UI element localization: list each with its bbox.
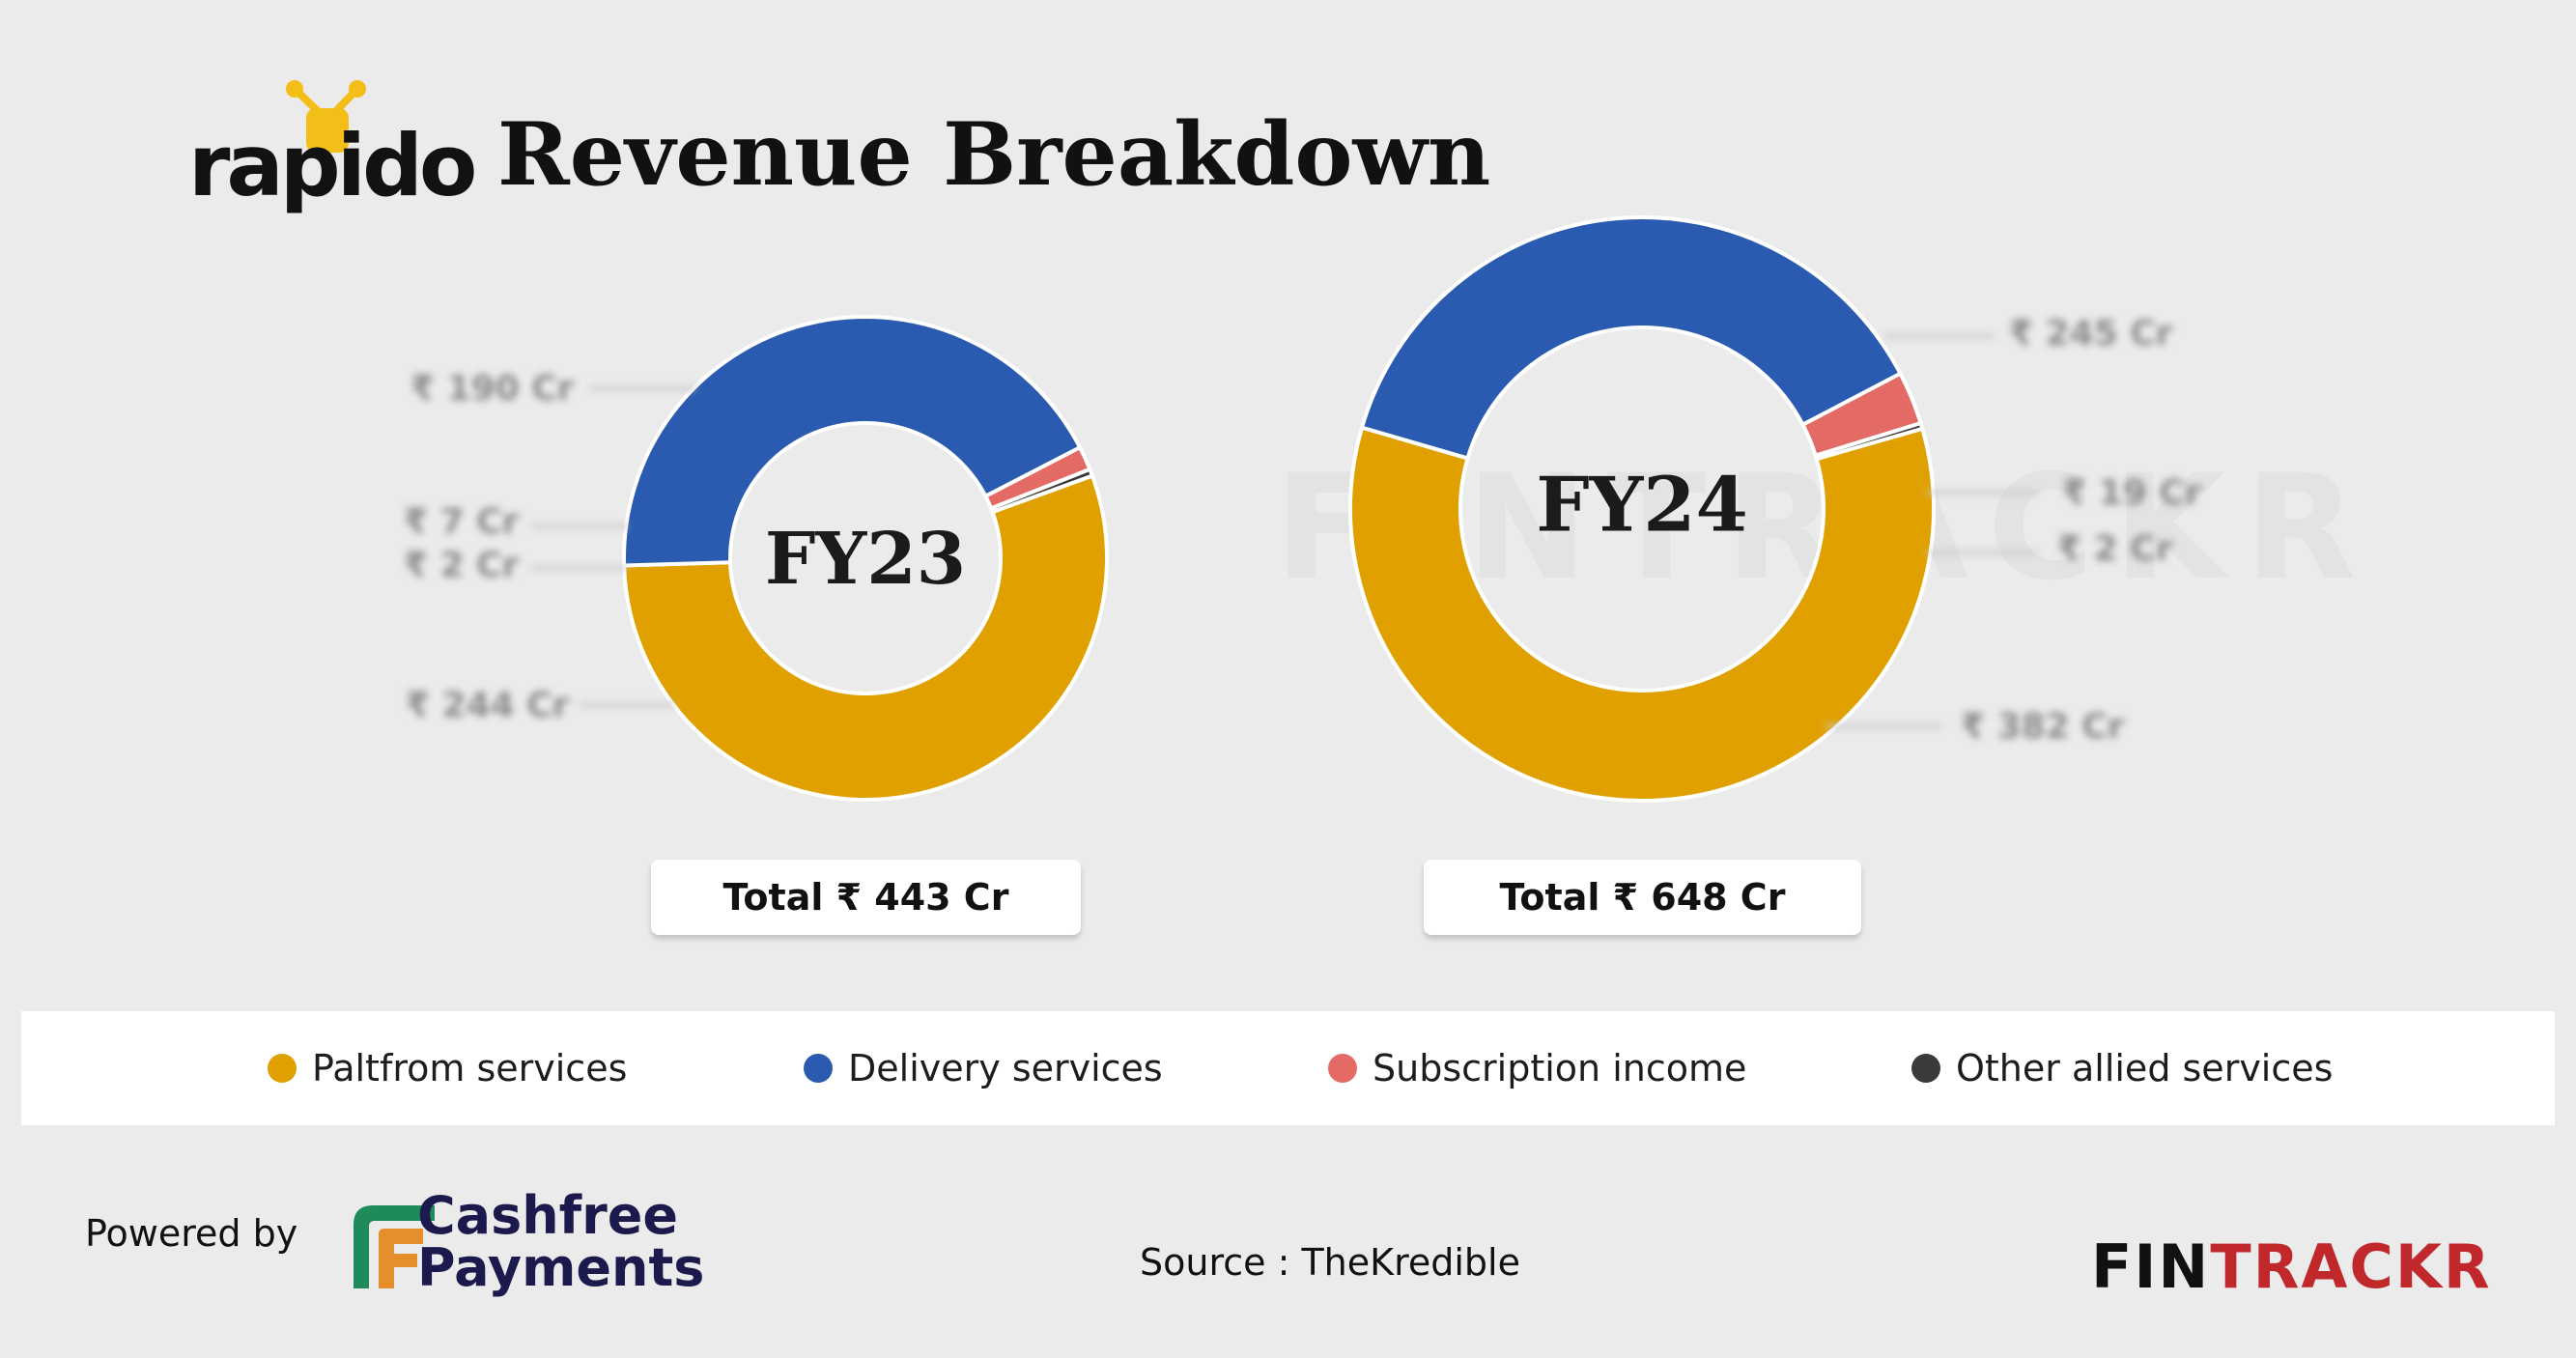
legend-item-delivery: Delivery services — [804, 1011, 1163, 1125]
slice-fy23-delivery — [622, 314, 1083, 568]
donut-fy24: FY24 ₹ 382 Cr ₹ 245 Cr ₹ 19 Cr ₹ 2 Cr — [1347, 214, 2202, 803]
slice-fy23-other — [988, 467, 1095, 515]
value-label-fy24-subscription: ₹ 19 Cr — [2062, 473, 2202, 513]
fintrackr-trackr: TRACKR — [2210, 1231, 2492, 1302]
total-fy23: Total ₹ 443 Cr — [651, 860, 1081, 935]
legend-dot-subscription — [1328, 1054, 1357, 1083]
value-label-fy23-other: ₹ 2 Cr — [404, 546, 520, 585]
legend: Paltfrom services Delivery services Subs… — [21, 1011, 2555, 1125]
legend-label-subscription: Subscription income — [1373, 1047, 1747, 1089]
legend-label-other: Other allied services — [1956, 1047, 2334, 1089]
fintrackr-logo: FINTRACKR — [2091, 1231, 2492, 1302]
cashfree-wordmark: Cashfree Payments — [417, 1190, 704, 1294]
cashfree-line2: Payments — [417, 1237, 705, 1298]
powered-by-text: Powered by — [85, 1212, 298, 1255]
page-title: Revenue Breakdown — [497, 103, 1491, 206]
center-label-fy24: FY24 — [1536, 461, 1748, 549]
slice-fy24-delivery — [1359, 214, 1904, 461]
value-label-fy24-delivery: ₹ 245 Cr — [2009, 314, 2173, 354]
legend-dot-other — [1911, 1054, 1940, 1083]
rapido-logo: rapido — [188, 75, 477, 220]
donut-fy23: FY23 ₹ 244 Cr ₹ 190 Cr ₹ 7 Cr ₹ 2 Cr — [404, 314, 1109, 802]
value-label-fy24-platform: ₹ 382 Cr — [1961, 707, 2125, 747]
rapido-helmet-icon — [286, 80, 366, 153]
value-label-fy24-other: ₹ 2 Cr — [2057, 529, 2173, 569]
legend-dot-delivery — [804, 1054, 833, 1083]
legend-item-subscription: Subscription income — [1328, 1011, 1746, 1125]
legend-dot-platform — [268, 1054, 297, 1083]
legend-label-platform: Paltfrom services — [312, 1047, 628, 1089]
legend-item-other: Other allied services — [1911, 1011, 2333, 1125]
value-label-fy23-subscription: ₹ 7 Cr — [404, 502, 520, 542]
value-label-fy23-delivery: ₹ 190 Cr — [410, 369, 575, 409]
slice-fy23-platform — [622, 472, 1109, 802]
legend-item-platform: Paltfrom services — [268, 1011, 627, 1125]
total-fy24: Total ₹ 648 Cr — [1424, 860, 1861, 935]
value-label-fy23-platform: ₹ 244 Cr — [406, 686, 570, 725]
fintrackr-fin: FIN — [2091, 1231, 2211, 1302]
slice-fy24-platform — [1347, 425, 1936, 803]
cashfree-line1: Cashfree — [417, 1185, 679, 1246]
center-label-fy23: FY23 — [765, 518, 966, 601]
slice-fy24-other — [1813, 420, 1925, 462]
rapido-wordmark: rapido — [188, 116, 477, 215]
legend-label-delivery: Delivery services — [848, 1047, 1163, 1089]
source-text: Source : TheKredible — [1140, 1241, 1520, 1284]
cashfree-logo-icon — [354, 1205, 435, 1288]
